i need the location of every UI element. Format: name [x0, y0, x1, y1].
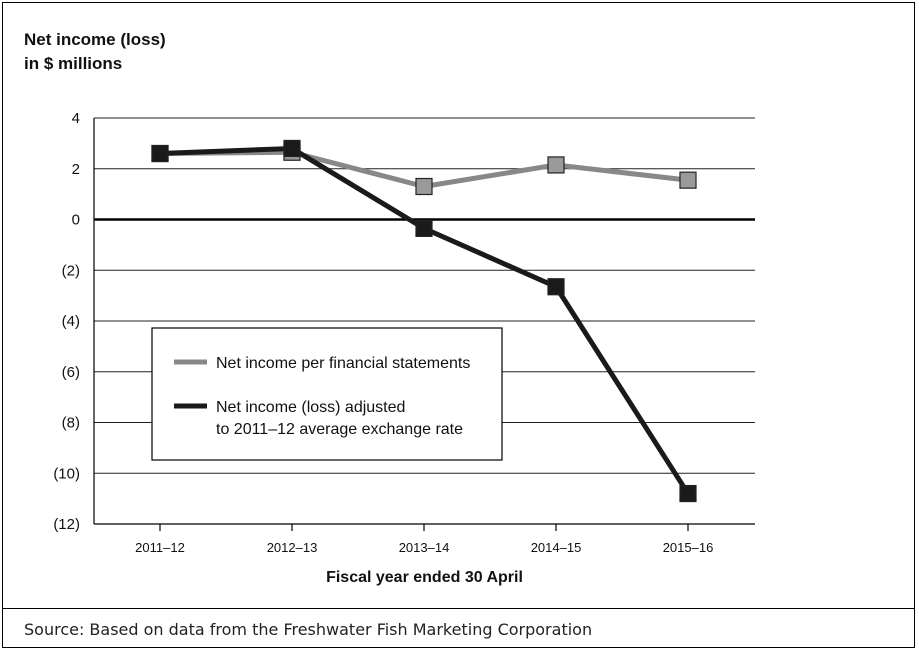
y-tick-labels: 4 2 0 (2) (4) (6) (8) (10) (12) [53, 110, 80, 533]
series-group [151, 139, 697, 503]
source-divider [2, 608, 915, 609]
series-2-marker [415, 219, 433, 237]
x-tick-label: 2013–14 [399, 540, 450, 555]
legend-label-series-2-line-1: Net income (loss) adjusted [216, 399, 405, 416]
x-tick-labels: 2011–12 2012–13 2013–14 2014–15 2015–16 [135, 540, 713, 555]
series-2-marker [283, 139, 301, 158]
y-tick-label: 0 [72, 212, 80, 229]
series-1-marker [679, 171, 697, 189]
x-tick-label: 2012–13 [267, 540, 318, 555]
legend-box [151, 327, 503, 461]
series-2-marker [679, 484, 697, 503]
y-tick-label: 2 [72, 161, 80, 178]
y-tick-label: (6) [62, 364, 80, 381]
y-tick-label: (2) [62, 262, 80, 279]
source-note: Source: Based on data from the Freshwate… [24, 620, 593, 639]
y-axis-title-line-1: Net income (loss) [24, 30, 166, 49]
series-1-marker [547, 156, 565, 174]
x-tick-label: 2014–15 [531, 540, 582, 555]
series-2-marker [547, 278, 565, 296]
legend-label-series-1: Net income per financial statements [216, 355, 470, 372]
x-axis-title: Fiscal year ended 30 April [326, 569, 523, 586]
y-tick-label: (8) [62, 415, 80, 432]
y-tick-label: (4) [62, 313, 80, 330]
series-2-marker [151, 144, 169, 163]
series-1-marker [415, 177, 433, 196]
y-tick-label: (10) [53, 465, 80, 482]
x-tick-label: 2011–12 [135, 540, 185, 555]
legend: Net income per financial statements Net … [151, 327, 503, 461]
x-tick-label: 2015–16 [663, 540, 714, 555]
y-axis-title: Net income (loss) in $ millions [24, 28, 166, 76]
y-axis-title-line-2: in $ millions [24, 54, 123, 73]
legend-label-series-2-line-2: to 2011–12 average exchange rate [216, 421, 463, 438]
y-tick-label: (12) [53, 516, 80, 533]
y-tick-label: 4 [72, 110, 80, 127]
axes [93, 118, 755, 531]
